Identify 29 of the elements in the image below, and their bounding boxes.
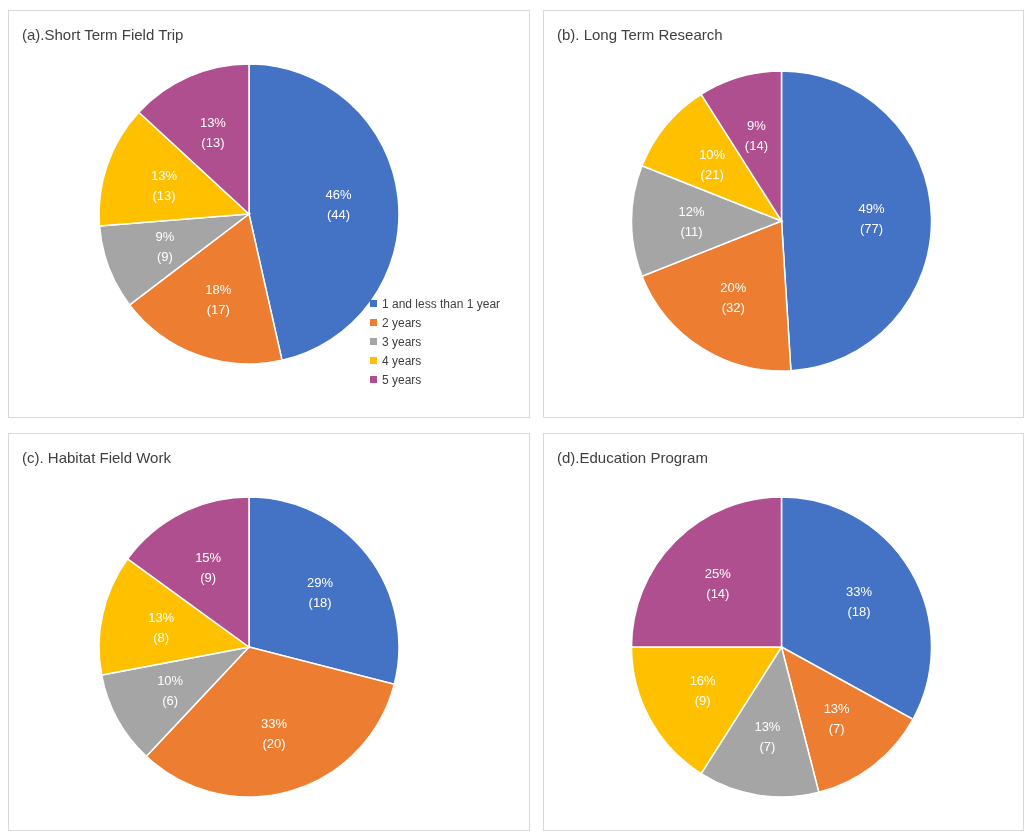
data-label: 13% (13) (199, 114, 227, 150)
data-label: 10% (6) (157, 673, 184, 709)
data-label: 20% (32) (720, 279, 747, 315)
data-label: 18% (17) (205, 281, 232, 317)
legend-label: 5 years (382, 373, 422, 387)
data-label: 9% (9) (155, 229, 175, 265)
data-label: 15% (9) (195, 549, 222, 585)
data-label: 29% (18) (307, 574, 334, 610)
data-label: 33% (18) (845, 584, 873, 620)
chart-title: (c). Habitat Field Work (22, 449, 172, 466)
legend-label: 3 years (382, 335, 422, 349)
data-label: 13% (13) (150, 167, 178, 203)
data-label: 13% (7) (823, 701, 851, 737)
data-label: 16% (9) (689, 673, 717, 709)
data-label: 49% (77) (858, 201, 885, 237)
legend-label: 4 years (382, 354, 422, 368)
data-label: 10% (21) (699, 146, 726, 182)
chart-title: (b). Long Term Research (557, 26, 723, 43)
legend-label: 1 and less than 1 year (382, 297, 501, 311)
data-label: 33% (20) (261, 716, 288, 752)
chart-title: (d).Education Program (557, 449, 708, 466)
data-label: 12% (11) (678, 204, 705, 239)
legend-label: 2 years (382, 316, 422, 330)
chart-title: (a).Short Term Field Trip (22, 26, 184, 43)
data-label: 25% (14) (704, 566, 732, 602)
data-label: 13% (8) (148, 610, 175, 646)
data-label: 46% (44) (325, 187, 352, 223)
data-label: 9% (14) (744, 117, 768, 153)
data-label: 13% (7) (754, 718, 781, 754)
